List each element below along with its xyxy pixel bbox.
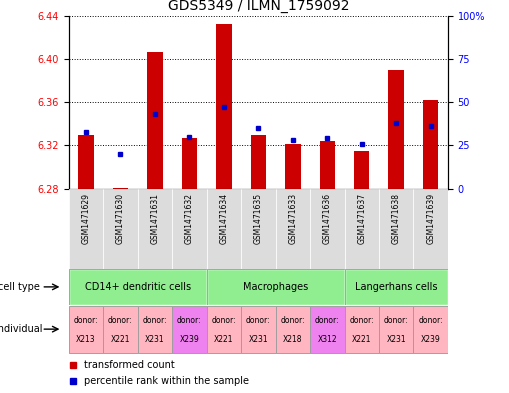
Bar — [413, 306, 448, 353]
Bar — [379, 306, 413, 353]
Text: Langerhans cells: Langerhans cells — [355, 282, 437, 292]
Bar — [275, 189, 310, 269]
Bar — [345, 306, 379, 353]
Bar — [320, 141, 335, 189]
Bar — [413, 189, 448, 269]
Text: GSM1471632: GSM1471632 — [185, 193, 194, 244]
Bar — [103, 306, 137, 353]
Text: cell type: cell type — [0, 282, 40, 292]
Text: individual: individual — [0, 324, 43, 334]
Bar — [207, 189, 241, 269]
Bar — [379, 189, 413, 269]
Text: GSM1471633: GSM1471633 — [288, 193, 297, 244]
Text: X218: X218 — [283, 336, 302, 344]
Text: percentile rank within the sample: percentile rank within the sample — [84, 376, 249, 386]
Bar — [78, 135, 94, 189]
Bar — [137, 189, 172, 269]
Text: donor:: donor: — [246, 316, 271, 325]
Bar — [172, 306, 207, 353]
Text: donor:: donor: — [418, 316, 443, 325]
Bar — [275, 306, 310, 353]
Bar — [69, 306, 103, 353]
Bar — [207, 269, 345, 305]
Text: CD14+ dendritic cells: CD14+ dendritic cells — [84, 282, 191, 292]
Bar — [379, 306, 413, 353]
Text: GSM1471634: GSM1471634 — [219, 193, 229, 244]
Bar — [241, 306, 275, 353]
Bar — [275, 306, 310, 353]
Bar — [147, 53, 163, 189]
Text: GSM1471630: GSM1471630 — [116, 193, 125, 244]
Bar — [310, 189, 345, 269]
Bar — [216, 24, 232, 189]
Text: GSM1471637: GSM1471637 — [357, 193, 366, 244]
Bar — [207, 306, 241, 353]
Text: X231: X231 — [145, 336, 165, 344]
Bar — [241, 306, 275, 353]
Text: transformed count: transformed count — [84, 360, 175, 371]
Bar — [69, 189, 103, 269]
Bar — [103, 306, 137, 353]
Bar — [354, 151, 370, 189]
Bar — [345, 189, 379, 269]
Text: donor:: donor: — [177, 316, 202, 325]
Bar — [137, 306, 172, 353]
Text: GSM1471636: GSM1471636 — [323, 193, 332, 244]
Text: donor:: donor: — [212, 316, 236, 325]
Bar — [413, 306, 448, 353]
Text: GSM1471635: GSM1471635 — [254, 193, 263, 244]
Bar — [103, 189, 137, 269]
Text: X221: X221 — [352, 336, 372, 344]
Text: GSM1471631: GSM1471631 — [150, 193, 159, 244]
Text: donor:: donor: — [143, 316, 167, 325]
Text: X231: X231 — [248, 336, 268, 344]
Text: Macrophages: Macrophages — [243, 282, 308, 292]
Text: X312: X312 — [318, 336, 337, 344]
Bar — [69, 269, 207, 305]
Title: GDS5349 / ILMN_1759092: GDS5349 / ILMN_1759092 — [167, 0, 349, 13]
Text: donor:: donor: — [315, 316, 340, 325]
Bar — [345, 269, 448, 305]
Text: X239: X239 — [180, 336, 199, 344]
Bar — [310, 306, 345, 353]
Bar — [388, 70, 404, 189]
Text: X221: X221 — [214, 336, 234, 344]
Bar — [345, 306, 379, 353]
Text: GSM1471638: GSM1471638 — [392, 193, 401, 244]
Bar — [172, 306, 207, 353]
Bar — [241, 189, 275, 269]
Bar — [310, 306, 345, 353]
Text: donor:: donor: — [280, 316, 305, 325]
Text: donor:: donor: — [108, 316, 133, 325]
Text: X239: X239 — [421, 336, 441, 344]
Bar — [345, 269, 448, 305]
Bar — [250, 135, 266, 189]
Bar — [69, 269, 207, 305]
Bar — [172, 189, 207, 269]
Text: GSM1471639: GSM1471639 — [426, 193, 435, 244]
Bar — [207, 269, 345, 305]
Bar — [182, 138, 197, 189]
Text: donor:: donor: — [384, 316, 409, 325]
Text: GSM1471629: GSM1471629 — [81, 193, 91, 244]
Bar — [69, 306, 103, 353]
Text: donor:: donor: — [74, 316, 98, 325]
Bar — [285, 144, 300, 189]
Bar — [137, 306, 172, 353]
Text: X213: X213 — [76, 336, 96, 344]
Text: X231: X231 — [386, 336, 406, 344]
Bar — [207, 306, 241, 353]
Text: donor:: donor: — [349, 316, 374, 325]
Bar — [112, 187, 128, 189]
Text: X221: X221 — [110, 336, 130, 344]
Bar — [423, 100, 438, 189]
